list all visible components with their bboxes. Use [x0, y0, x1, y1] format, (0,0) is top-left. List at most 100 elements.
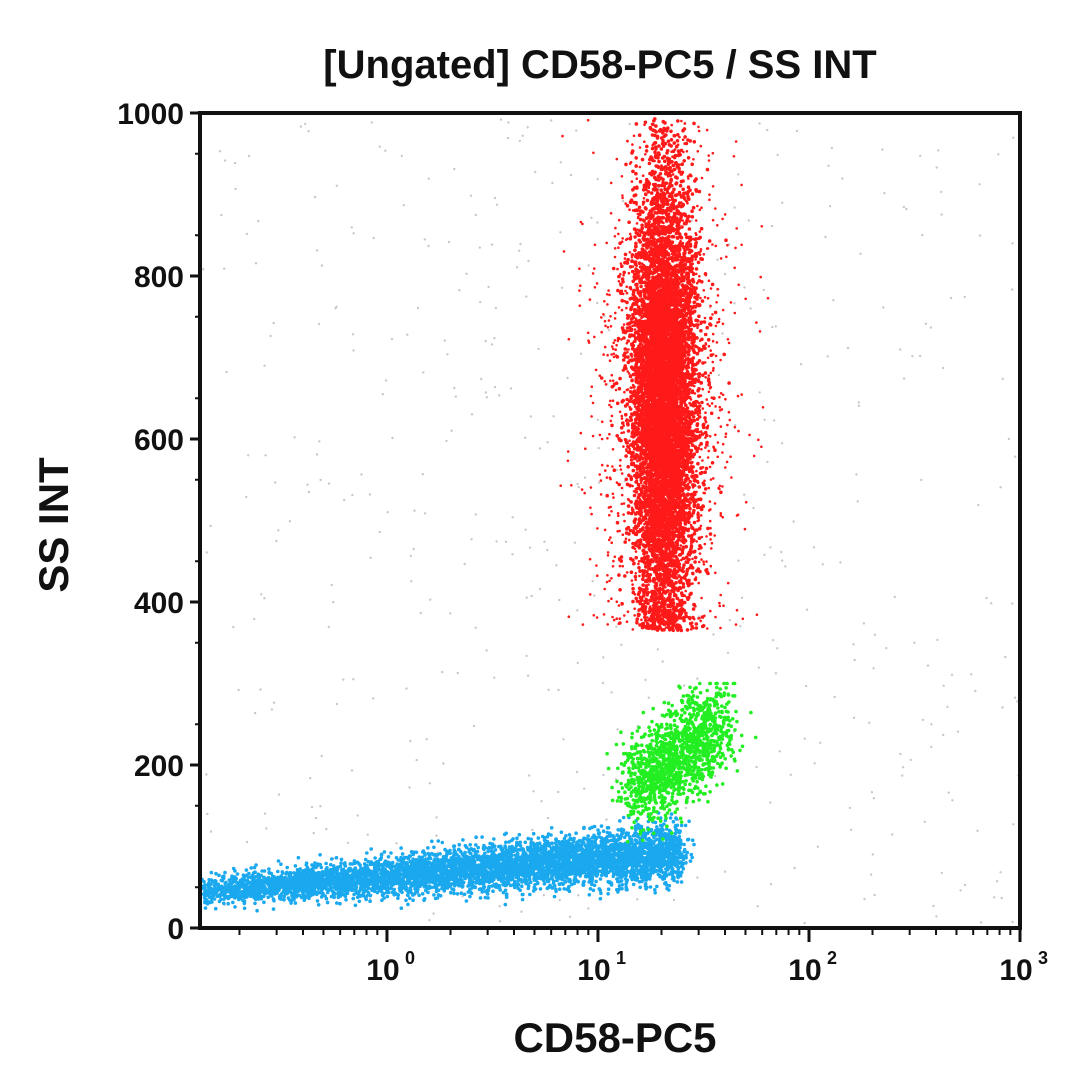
background-event: [524, 436, 527, 439]
event-blue: [491, 889, 495, 893]
background-event: [335, 305, 338, 308]
background-event: [415, 758, 418, 762]
event-blue: [263, 879, 268, 883]
event-blue: [574, 831, 578, 835]
background-event: [557, 790, 560, 794]
background-event: [901, 766, 905, 769]
event-blue: [625, 887, 629, 892]
background-event: [605, 818, 608, 821]
event-blue: [550, 841, 554, 846]
event-blue: [644, 887, 648, 891]
background-event: [616, 728, 619, 731]
background-event: [593, 594, 596, 597]
background-event: [487, 285, 490, 289]
event-blue: [503, 844, 507, 848]
background-event: [577, 485, 580, 489]
event-blue: [480, 835, 484, 839]
background-event: [941, 366, 945, 370]
event-blue: [284, 872, 289, 876]
event-blue: [496, 853, 501, 858]
background-event: [793, 866, 796, 870]
background-event: [963, 295, 966, 299]
event-blue: [468, 843, 473, 847]
background-event: [412, 547, 415, 551]
event-blue: [643, 882, 648, 886]
background-event: [205, 551, 208, 554]
background-event: [202, 268, 205, 271]
background-event: [264, 454, 267, 457]
background-event: [263, 364, 266, 367]
event-blue: [617, 887, 621, 892]
event-blue: [491, 850, 496, 854]
background-event: [816, 845, 820, 848]
background-event: [636, 898, 639, 901]
background-event: [940, 871, 944, 875]
event-blue: [552, 894, 557, 899]
event-blue: [515, 852, 520, 856]
background-event: [628, 122, 631, 126]
background-event: [372, 697, 375, 700]
event-blue: [548, 883, 552, 888]
event-blue: [452, 844, 456, 848]
background-event: [921, 718, 925, 722]
background-event: [990, 602, 993, 605]
background-event: [480, 377, 483, 381]
background-event: [546, 548, 549, 552]
background-event: [531, 828, 534, 832]
background-event: [443, 339, 446, 342]
event-blue: [653, 839, 657, 843]
background-event: [784, 565, 787, 568]
background-event: [526, 674, 530, 677]
event-blue: [433, 882, 438, 886]
background-event: [445, 439, 448, 443]
background-event: [656, 648, 660, 651]
event-blue: [510, 844, 514, 849]
background-event: [550, 119, 553, 122]
event-blue: [647, 836, 651, 841]
event-blue: [373, 856, 377, 860]
event-blue: [653, 820, 658, 825]
event-blue: [364, 897, 369, 902]
event-blue: [660, 824, 664, 829]
background-event: [453, 386, 456, 390]
background-event: [320, 264, 324, 267]
event-blue: [426, 876, 430, 881]
event-blue: [527, 877, 532, 881]
event-blue: [682, 849, 686, 854]
event-blue: [634, 865, 639, 869]
event-blue: [667, 888, 671, 892]
background-event: [935, 166, 938, 169]
background-event: [368, 897, 372, 900]
event-blue: [213, 882, 218, 887]
event-blue: [330, 857, 334, 861]
event-blue: [500, 874, 504, 879]
background-event: [498, 905, 501, 908]
background-event: [1001, 706, 1004, 709]
event-blue: [687, 819, 691, 824]
background-event: [743, 286, 746, 289]
event-blue: [685, 850, 690, 855]
event-blue: [255, 895, 260, 900]
background-event: [307, 490, 311, 494]
background-event: [579, 352, 583, 355]
background-event: [313, 195, 317, 199]
background-event: [774, 672, 778, 675]
background-event: [930, 723, 933, 726]
background-event: [263, 597, 266, 600]
background-event: [537, 347, 540, 351]
event-blue: [593, 839, 598, 843]
event-blue: [440, 840, 445, 845]
background-event: [559, 231, 562, 234]
event-blue: [447, 873, 452, 878]
background-event: [771, 639, 775, 642]
event-blue: [678, 829, 682, 833]
event-blue: [536, 836, 541, 840]
event-blue: [262, 869, 267, 873]
background-event: [909, 758, 912, 762]
background-event: [758, 391, 761, 394]
background-event: [562, 738, 565, 741]
background-event: [524, 528, 527, 531]
event-blue: [304, 861, 309, 865]
background-event: [758, 122, 761, 125]
event-blue: [368, 893, 373, 898]
